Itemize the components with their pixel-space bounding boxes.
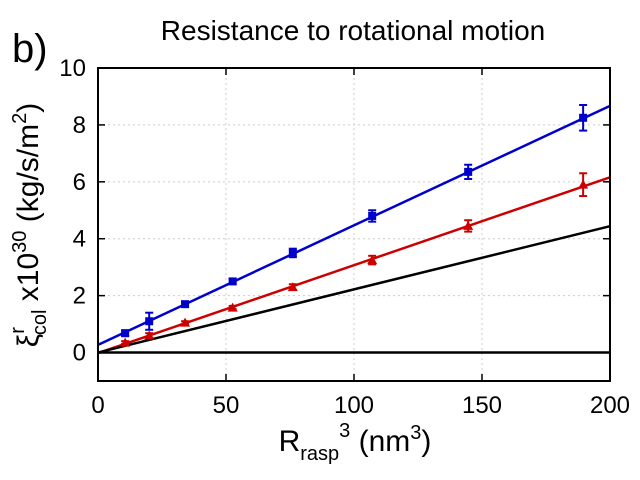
chart-title: Resistance to rotational motion <box>161 15 545 46</box>
y-axis-label-rest2: (kg/s/m <box>12 124 45 231</box>
data-point <box>287 282 298 292</box>
y-axis-label-close: ) <box>12 103 45 113</box>
y-axis-label-sup: r <box>7 327 29 334</box>
y-axis-label-rest-sup: 30 <box>9 231 31 253</box>
data-point <box>227 302 238 312</box>
data-point <box>181 300 190 309</box>
y-axis-label-sub: col <box>29 310 51 336</box>
x-tick-label: 100 <box>334 392 374 419</box>
data-point <box>144 330 155 340</box>
y-axis-label-rest2-sup: 2 <box>9 113 31 124</box>
data-point <box>578 179 589 189</box>
x-tick-label: 50 <box>213 392 240 419</box>
y-axis-label-base: ξ <box>12 334 45 347</box>
x-axis-label-base: R <box>279 425 301 458</box>
x-tick-label: 0 <box>91 392 104 419</box>
y-tick-label: 0 <box>73 340 86 367</box>
axis-ticks: 0 50 100 150 200 0 2 4 6 8 10 <box>59 55 630 419</box>
x-axis-label-close: ) <box>421 425 431 458</box>
data-point <box>464 167 473 176</box>
y-tick-label: 2 <box>73 283 86 310</box>
data-point <box>121 329 130 338</box>
data-point <box>120 337 131 347</box>
x-tick-label: 150 <box>462 392 502 419</box>
panel-label: b) <box>12 27 48 71</box>
y-axis-label: ξrcol x1030 (kg/s/m2) <box>7 103 51 347</box>
data-point <box>228 277 237 286</box>
data-point <box>367 255 378 265</box>
series-2-fit-line <box>97 224 611 354</box>
data-point <box>145 317 154 326</box>
x-axis-label-rest-sup: 3 <box>410 422 421 444</box>
data-point <box>180 317 191 327</box>
y-tick-label: 10 <box>59 55 86 82</box>
y-tick-label: 6 <box>73 169 86 196</box>
y-axis-label-rest: x10 <box>12 253 45 310</box>
x-axis-label: Rrasp3 (nm3) <box>279 420 432 465</box>
data-point <box>288 248 297 257</box>
data-point <box>368 211 377 220</box>
y-tick-label: 8 <box>73 112 86 139</box>
x-tick-label: 200 <box>590 392 630 419</box>
x-axis-label-sub: rasp <box>300 443 339 465</box>
x-axis-label-sup: 3 <box>339 420 350 442</box>
data-point <box>463 220 474 230</box>
y-tick-label: 4 <box>73 226 86 253</box>
x-axis-label-rest: (nm <box>350 425 410 458</box>
data-point <box>579 113 588 122</box>
data-points <box>120 103 589 347</box>
